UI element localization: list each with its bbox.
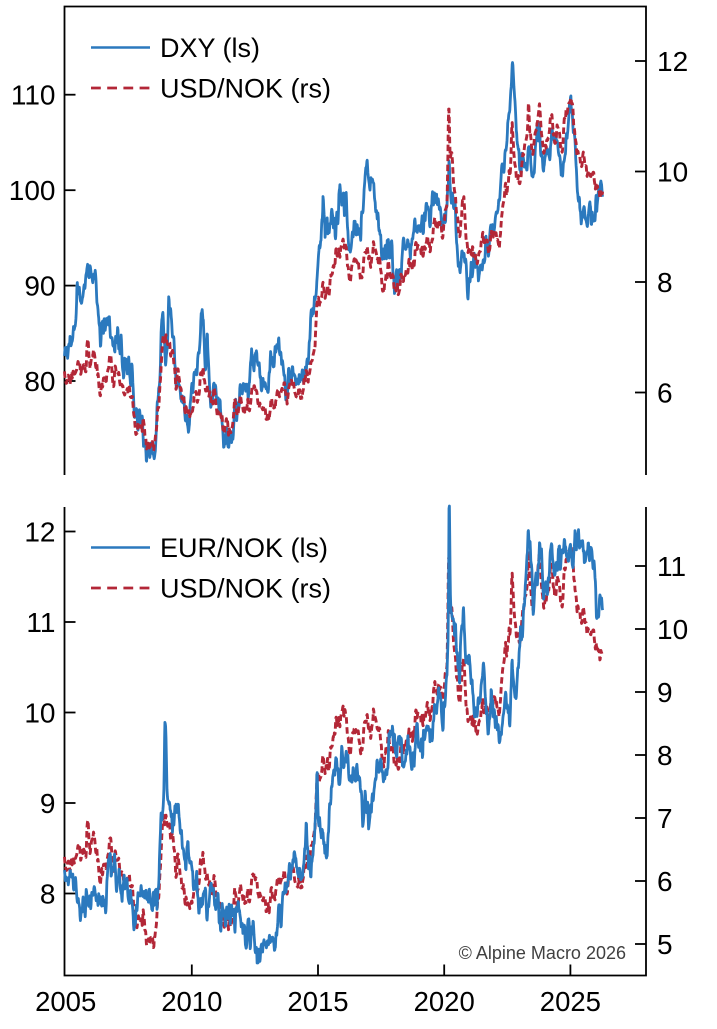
svg-text:8: 8 [40, 879, 56, 910]
svg-text:11: 11 [657, 551, 686, 582]
svg-text:6: 6 [657, 866, 673, 897]
svg-text:10: 10 [657, 614, 688, 645]
svg-text:90: 90 [24, 271, 55, 302]
svg-text:USD/NOK (rs): USD/NOK (rs) [160, 74, 331, 104]
svg-text:8: 8 [657, 267, 673, 298]
svg-text:2010: 2010 [161, 986, 222, 1017]
svg-text:100: 100 [9, 175, 56, 206]
svg-text:12: 12 [657, 46, 688, 77]
svg-text:2005: 2005 [35, 986, 96, 1017]
svg-text:12: 12 [24, 517, 55, 548]
svg-text:2020: 2020 [414, 986, 475, 1017]
svg-text:9: 9 [657, 677, 673, 708]
svg-text:5: 5 [657, 929, 673, 960]
svg-text:8: 8 [657, 740, 673, 771]
svg-text:USD/NOK (rs): USD/NOK (rs) [160, 574, 331, 604]
svg-text:6: 6 [657, 378, 673, 409]
svg-text:10: 10 [24, 698, 55, 729]
svg-text:7: 7 [657, 803, 673, 834]
svg-text:110: 110 [11, 80, 56, 111]
svg-text:© Alpine Macro 2026: © Alpine Macro 2026 [459, 943, 626, 963]
svg-text:10: 10 [657, 157, 688, 188]
svg-text:DXY (ls): DXY (ls) [160, 33, 260, 63]
svg-text:9: 9 [40, 788, 56, 819]
svg-text:2015: 2015 [287, 986, 348, 1017]
svg-text:80: 80 [24, 366, 55, 397]
svg-text:2025: 2025 [540, 986, 601, 1017]
svg-text:11: 11 [26, 607, 55, 638]
svg-text:EUR/NOK (ls): EUR/NOK (ls) [160, 533, 328, 563]
